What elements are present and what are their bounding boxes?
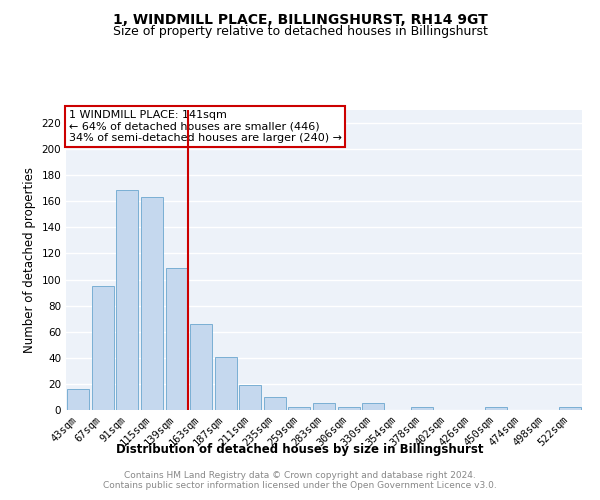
Bar (313, 404, 335, 410)
Bar (559, 408, 581, 410)
Bar (362, 404, 384, 410)
Bar (67, 389, 89, 410)
Bar (485, 408, 507, 410)
Bar (141, 198, 163, 410)
Bar (190, 324, 212, 410)
Bar (92, 286, 114, 410)
Bar (215, 356, 237, 410)
Text: 1, WINDMILL PLACE, BILLINGSHURST, RH14 9GT: 1, WINDMILL PLACE, BILLINGSHURST, RH14 9… (113, 12, 487, 26)
Bar (116, 190, 139, 410)
Y-axis label: Number of detached properties: Number of detached properties (23, 167, 36, 353)
Text: Distribution of detached houses by size in Billingshurst: Distribution of detached houses by size … (116, 442, 484, 456)
Bar (264, 397, 286, 410)
Bar (411, 408, 433, 410)
Bar (289, 408, 310, 410)
Text: 1 WINDMILL PLACE: 141sqm
← 64% of detached houses are smaller (446)
34% of semi-: 1 WINDMILL PLACE: 141sqm ← 64% of detach… (68, 110, 341, 143)
Text: Size of property relative to detached houses in Billingshurst: Size of property relative to detached ho… (113, 25, 487, 38)
Bar (338, 408, 359, 410)
Text: Contains HM Land Registry data © Crown copyright and database right 2024.
Contai: Contains HM Land Registry data © Crown c… (103, 470, 497, 490)
Bar (239, 385, 262, 410)
Bar (166, 268, 188, 410)
